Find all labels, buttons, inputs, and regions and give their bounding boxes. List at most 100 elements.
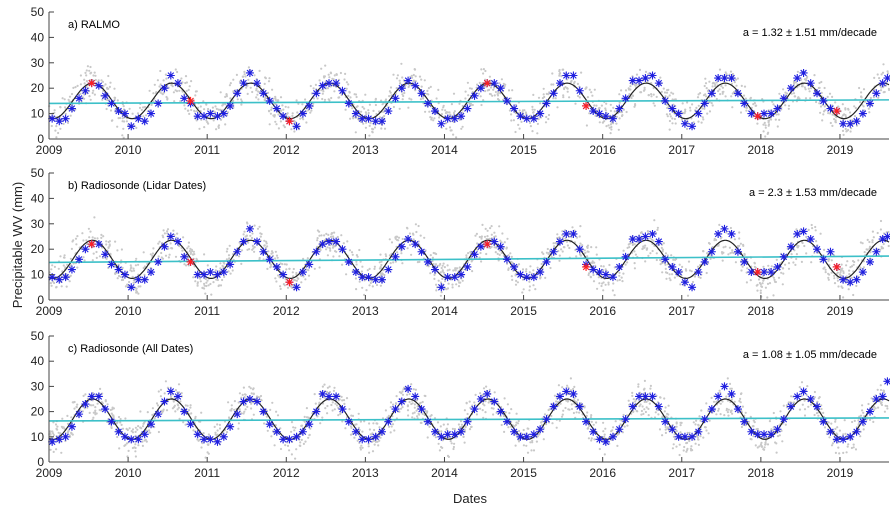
- daily-point: [514, 130, 517, 134]
- daily-point: [569, 389, 573, 392]
- daily-point: [515, 421, 518, 424]
- daily-point: [671, 122, 674, 125]
- daily-point: [360, 444, 363, 447]
- daily-point: [301, 103, 304, 106]
- daily-point: [774, 280, 778, 284]
- daily-point: [661, 434, 664, 437]
- daily-point: [458, 266, 461, 269]
- daily-point: [727, 253, 730, 256]
- daily-point: [209, 282, 212, 286]
- daily-point: [806, 75, 809, 78]
- daily-point: [750, 438, 753, 441]
- daily-point: [188, 85, 191, 88]
- daily-point: [803, 244, 806, 248]
- daily-point: [219, 91, 222, 94]
- daily-point: [229, 272, 232, 275]
- daily-point: [70, 92, 74, 96]
- daily-point: [111, 406, 114, 409]
- daily-point: [504, 411, 507, 414]
- monthly-mean-marker: [417, 405, 426, 414]
- monthly-mean-marker: [312, 89, 321, 98]
- daily-point: [494, 235, 497, 238]
- daily-point: [531, 439, 534, 442]
- y-tick-label: 10: [31, 268, 45, 282]
- monthly-mean-marker: [371, 117, 380, 126]
- daily-point: [753, 261, 756, 264]
- monthly-mean-marker: [305, 101, 314, 110]
- monthly-mean-marker: [767, 109, 776, 118]
- daily-point: [343, 78, 346, 81]
- daily-point: [672, 92, 675, 95]
- daily-point: [761, 282, 764, 285]
- daily-point: [650, 95, 653, 98]
- daily-point: [309, 84, 312, 88]
- monthly-mean-marker: [470, 405, 479, 414]
- daily-point: [413, 68, 417, 71]
- daily-point: [695, 106, 698, 109]
- daily-point: [450, 442, 453, 445]
- daily-point: [104, 83, 107, 86]
- daily-point: [444, 109, 447, 112]
- daily-point: [186, 404, 189, 407]
- daily-point: [460, 127, 463, 130]
- daily-point: [577, 94, 580, 98]
- daily-point: [218, 423, 221, 426]
- daily-point: [639, 403, 642, 406]
- daily-point: [657, 413, 660, 416]
- monthly-mean-marker: [450, 273, 459, 282]
- daily-point: [570, 403, 573, 406]
- daily-point: [174, 410, 177, 413]
- daily-point: [592, 273, 595, 277]
- daily-point: [779, 410, 782, 413]
- daily-point: [331, 409, 334, 412]
- daily-point: [403, 91, 406, 95]
- monthly-mean-marker: [858, 268, 867, 277]
- daily-point: [375, 283, 379, 287]
- daily-point: [316, 245, 319, 248]
- daily-point: [744, 97, 747, 100]
- daily-point: [488, 88, 491, 91]
- daily-point: [169, 395, 173, 398]
- monthly-mean-marker: [94, 392, 103, 401]
- monthly-mean-marker: [160, 84, 169, 93]
- daily-point: [253, 250, 256, 253]
- daily-point: [611, 429, 614, 432]
- daily-point: [583, 405, 586, 408]
- daily-point: [553, 394, 557, 397]
- daily-point: [529, 125, 533, 128]
- daily-point: [240, 103, 243, 106]
- daily-point: [819, 111, 822, 114]
- daily-point: [441, 108, 444, 111]
- daily-point: [286, 444, 290, 447]
- daily-point: [412, 388, 415, 391]
- daily-point: [768, 282, 772, 285]
- monthly-mean-marker: [846, 432, 855, 441]
- daily-point: [106, 98, 109, 101]
- daily-point: [279, 120, 282, 123]
- daily-point: [849, 130, 852, 133]
- daily-point: [437, 442, 440, 445]
- daily-point: [431, 256, 434, 259]
- daily-point: [124, 417, 127, 420]
- monthly-mean-marker: [595, 109, 604, 118]
- daily-point: [291, 112, 294, 115]
- daily-point: [63, 98, 66, 101]
- daily-point: [129, 264, 132, 267]
- daily-point: [351, 253, 354, 256]
- daily-point: [290, 453, 293, 456]
- daily-point: [104, 399, 107, 402]
- monthly-mean-marker: [61, 432, 70, 441]
- daily-point: [54, 129, 57, 132]
- daily-point: [603, 433, 606, 436]
- daily-point: [227, 416, 231, 419]
- daily-point: [455, 283, 458, 286]
- daily-point: [416, 405, 419, 408]
- monthly-mean-marker: [668, 425, 677, 434]
- daily-point: [101, 80, 104, 83]
- daily-point: [752, 425, 755, 428]
- daily-point: [290, 430, 293, 433]
- daily-point: [225, 250, 228, 253]
- daily-point: [53, 265, 57, 268]
- daily-point: [837, 446, 840, 449]
- monthly-mean-marker: [107, 417, 116, 426]
